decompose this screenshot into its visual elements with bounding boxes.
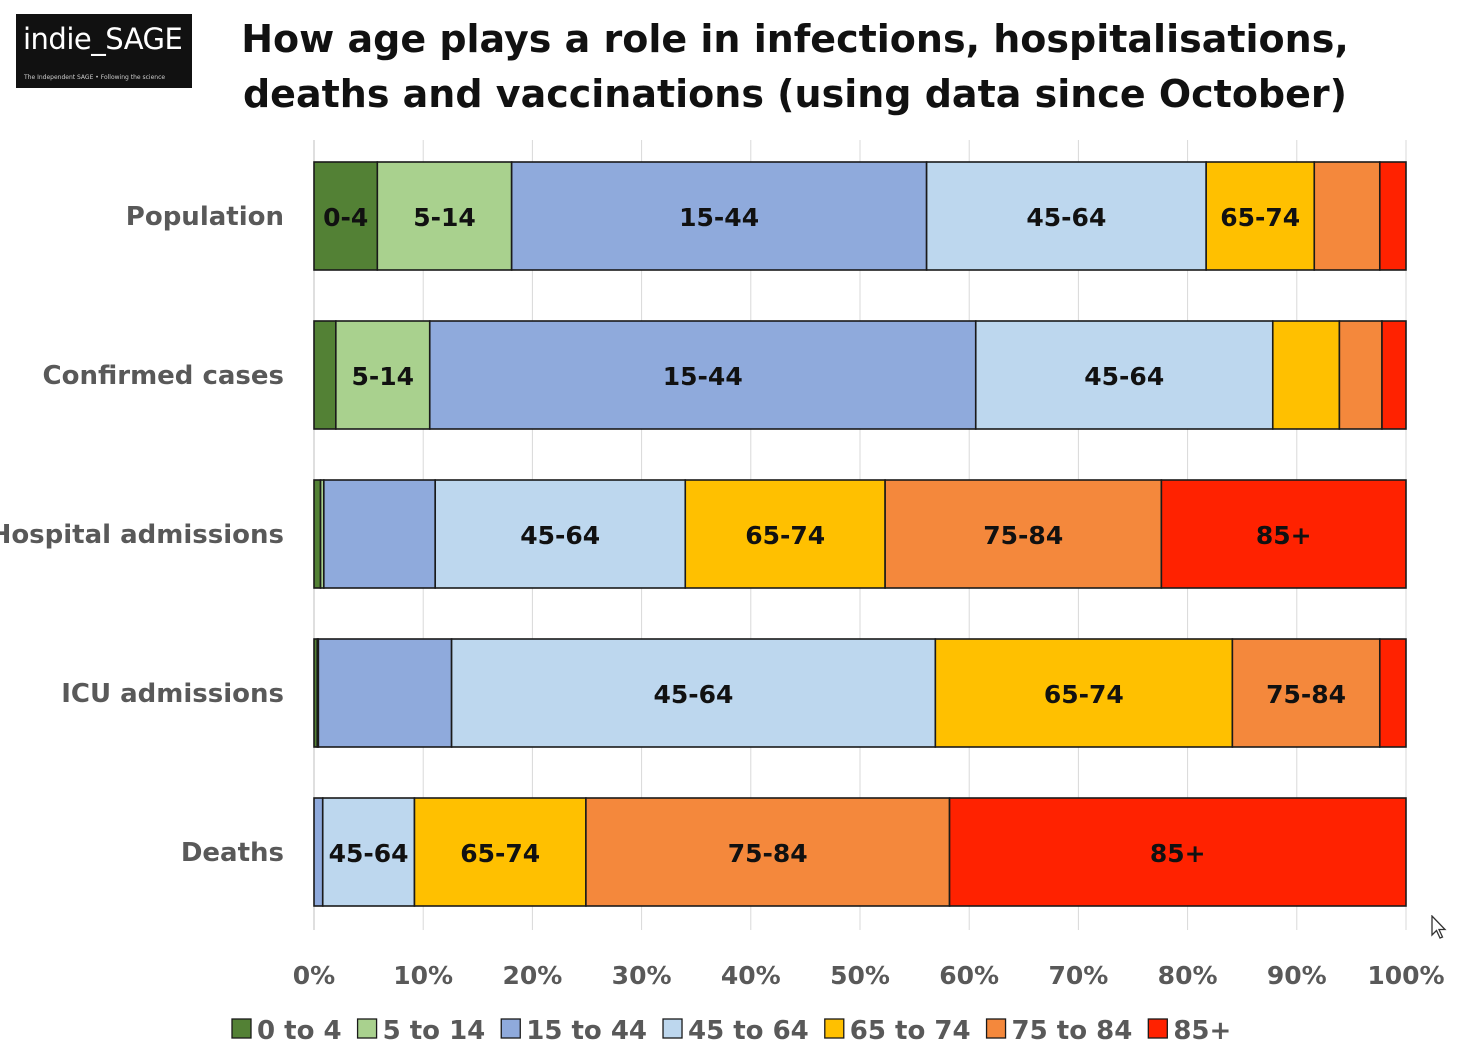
category-label: Confirmed cases <box>43 361 284 391</box>
bar-segment <box>1271 320 1341 430</box>
legend-label: 45 to 64 <box>688 1016 809 1046</box>
bar-segment <box>925 161 1207 271</box>
data-label: 45-64 <box>520 521 600 550</box>
x-tick-label: 40% <box>721 961 781 990</box>
legend-swatch <box>231 1018 252 1039</box>
legend-swatch <box>662 1018 683 1039</box>
logo-text: indie_SAGE <box>23 22 183 56</box>
data-label: 75-84 <box>1266 680 1346 709</box>
category-label: Hospital admissions <box>0 520 284 550</box>
data-label: 45-64 <box>1026 203 1106 232</box>
data-label: 5-14 <box>413 203 476 232</box>
x-tick-label: 100% <box>1367 961 1444 990</box>
x-tick-label: 30% <box>612 961 672 990</box>
chart-title: How age plays a role in infections, hosp… <box>241 17 1349 116</box>
data-label: 75-84 <box>728 839 808 868</box>
mouse-cursor-icon <box>1431 915 1447 939</box>
bar-segment <box>1381 320 1407 430</box>
legend-swatch <box>824 1018 845 1039</box>
x-tick-label: 90% <box>1267 961 1327 990</box>
logo: indie_SAGE The Independent SAGE • Follow… <box>16 14 192 88</box>
x-tick-label: 60% <box>939 961 999 990</box>
legend-swatch <box>500 1018 521 1039</box>
data-label: 5-14 <box>352 362 415 391</box>
bar-segment <box>934 638 1234 748</box>
bar-segment <box>428 320 977 430</box>
data-label: 45-64 <box>1084 362 1164 391</box>
legend-label: 0 to 4 <box>257 1016 342 1046</box>
x-tick-label: 10% <box>393 961 453 990</box>
category-label: Deaths <box>181 838 284 868</box>
data-label: 65-74 <box>1220 203 1300 232</box>
data-label: 75-84 <box>983 521 1063 550</box>
bar-segment <box>585 797 951 907</box>
data-label: 85+ <box>1150 839 1206 868</box>
bar-segment <box>884 479 1163 589</box>
bar-segment <box>974 320 1274 430</box>
category-label: Population <box>126 202 284 232</box>
bar-segment <box>1160 479 1407 589</box>
data-label: 65-74 <box>1044 680 1124 709</box>
data-label: 15-44 <box>663 362 743 391</box>
bar-segment <box>1378 638 1407 748</box>
bar-segment <box>434 479 687 589</box>
x-tick-label: 0% <box>293 961 335 990</box>
bar-segment <box>1313 161 1381 271</box>
data-label: 15-44 <box>679 203 759 232</box>
x-tick-label: 80% <box>1158 961 1218 990</box>
x-tick-label: 50% <box>830 961 890 990</box>
x-tick-label: 20% <box>502 961 562 990</box>
legend-swatch <box>356 1018 378 1039</box>
bar-segment <box>948 797 1407 907</box>
bar-segment <box>450 638 937 748</box>
legend-label: 85+ <box>1173 1016 1231 1046</box>
bar-segment <box>313 797 324 907</box>
bar-segment <box>1338 320 1383 430</box>
bar-segment <box>313 320 337 430</box>
bar-segment <box>684 479 886 589</box>
data-label: 65-74 <box>745 521 825 550</box>
bar-segment <box>1378 161 1407 271</box>
data-label: 85+ <box>1256 521 1312 550</box>
bar-segment <box>376 161 513 271</box>
bar-segment <box>413 797 587 907</box>
legend-label: 75 to 84 <box>1012 1016 1133 1046</box>
bar-segment <box>1205 161 1316 271</box>
data-label: 65-74 <box>460 839 540 868</box>
data-label: 45-64 <box>329 839 409 868</box>
legend-label: 15 to 44 <box>526 1016 647 1046</box>
x-tick-label: 70% <box>1048 961 1108 990</box>
logo-tagline: The Independent SAGE • Following the sci… <box>24 74 166 81</box>
data-label: 0-4 <box>323 203 368 232</box>
legend-label: 65 to 74 <box>850 1016 971 1046</box>
bar-segment <box>317 638 453 748</box>
bar-segment <box>323 479 437 589</box>
bar-segment <box>313 479 322 589</box>
bar-segment <box>313 161 379 271</box>
legend-swatch <box>1147 1018 1168 1039</box>
category-label: ICU admissions <box>61 679 284 709</box>
data-label: 45-64 <box>653 680 733 709</box>
legend-swatch <box>985 1018 1007 1039</box>
bar-segment <box>321 797 416 907</box>
legend-label: 5 to 14 <box>383 1016 486 1046</box>
